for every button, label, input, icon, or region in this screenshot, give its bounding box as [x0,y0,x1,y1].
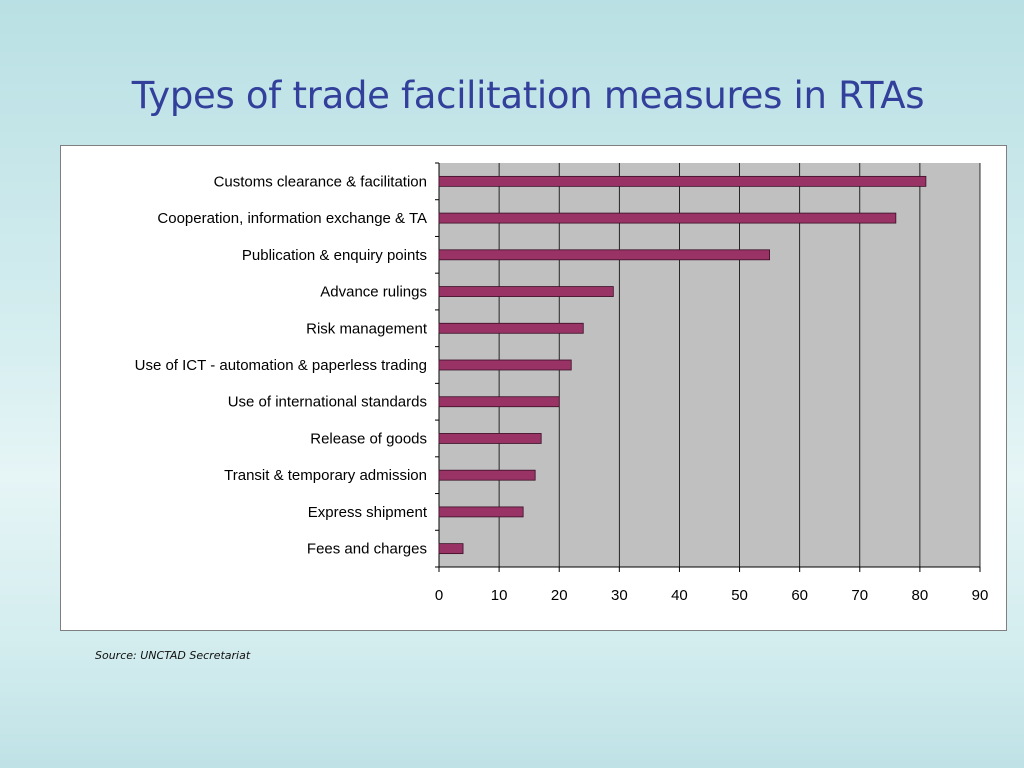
x-tick-label: 20 [551,587,568,604]
slide-title: Types of trade facilitation measures in … [131,74,925,117]
bar-chart: 0 10 20 30 40 50 60 70 80 90 Customs clearance & f… [135,162,989,604]
x-tick-label: 70 [851,587,868,604]
category-label: Use of international standards [228,394,427,411]
x-tick-label: 60 [791,587,808,604]
bar [438,212,897,224]
category-label: Transit & temporary admission [224,467,427,484]
bar [438,469,536,481]
category-label: Fees and charges [307,541,427,558]
x-tick-label: 90 [972,587,989,604]
bar [438,322,584,334]
chart-frame: 0 10 20 30 40 50 60 70 80 90 Customs clearance & f… [60,145,1007,631]
bar [438,286,614,297]
category-label: Cooperation, information exchange & TA [157,210,427,227]
category-label: Customs clearance & facilitation [214,173,427,190]
bar [438,175,927,187]
x-tick-label: 30 [611,587,628,604]
category-label: Express shipment [308,504,428,521]
x-tick-label: 0 [435,587,443,604]
bar [438,359,572,371]
x-tick-label: 10 [491,587,508,604]
bar [438,543,464,555]
bar [438,506,524,518]
category-label: Publication & enquiry points [242,247,427,264]
x-tick-label: 40 [671,587,688,604]
x-tick-label: 50 [731,587,748,604]
bar [438,396,560,408]
bar [438,249,771,261]
bar [438,433,542,444]
category-label: Risk management [306,320,428,337]
category-label: Advance rulings [320,284,427,301]
x-tick-label: 80 [912,587,929,604]
source-note: Source: UNCTAD Secretariat [95,649,251,662]
category-label: Release of goods [310,430,427,447]
category-label: Use of ICT - automation & paperless trad… [135,357,427,374]
